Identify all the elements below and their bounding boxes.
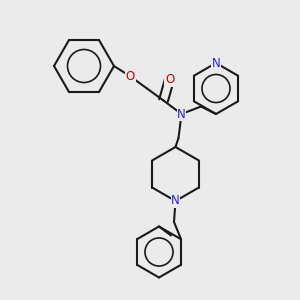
Text: N: N xyxy=(171,194,180,208)
Text: N: N xyxy=(212,56,220,70)
Text: N: N xyxy=(177,107,186,121)
Text: O: O xyxy=(126,70,135,83)
Text: O: O xyxy=(165,73,174,86)
